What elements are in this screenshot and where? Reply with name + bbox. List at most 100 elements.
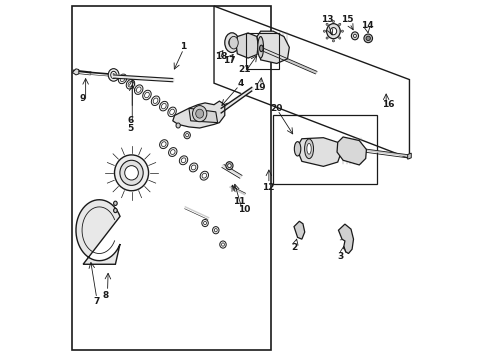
Bar [273, 116, 376, 184]
Text: 7: 7 [93, 297, 100, 306]
Text: 19: 19 [252, 83, 264, 92]
Ellipse shape [126, 80, 134, 89]
Polygon shape [72, 69, 79, 75]
Text: 16: 16 [381, 100, 393, 109]
Text: 20: 20 [269, 104, 282, 113]
Ellipse shape [189, 163, 197, 172]
Ellipse shape [195, 109, 203, 118]
Text: 3: 3 [337, 252, 343, 261]
Ellipse shape [229, 36, 238, 49]
Text: 18: 18 [215, 52, 227, 61]
Ellipse shape [161, 142, 166, 147]
Polygon shape [407, 153, 410, 159]
Ellipse shape [202, 220, 208, 226]
Ellipse shape [259, 45, 263, 51]
Ellipse shape [167, 107, 176, 117]
Ellipse shape [221, 243, 224, 246]
Bar [72, 6, 271, 350]
Polygon shape [172, 101, 224, 128]
Polygon shape [336, 137, 366, 165]
Ellipse shape [214, 229, 217, 232]
Ellipse shape [151, 96, 160, 105]
Ellipse shape [142, 90, 151, 100]
Ellipse shape [185, 134, 188, 137]
Text: 13: 13 [320, 15, 332, 24]
Ellipse shape [169, 109, 174, 114]
Ellipse shape [108, 69, 119, 81]
Text: 8: 8 [102, 291, 109, 300]
Circle shape [323, 30, 325, 32]
Ellipse shape [124, 166, 138, 180]
Circle shape [363, 34, 372, 42]
Polygon shape [76, 200, 120, 264]
Text: 4: 4 [237, 79, 244, 88]
Text: 6: 6 [127, 116, 134, 125]
Ellipse shape [136, 87, 141, 92]
Ellipse shape [118, 74, 126, 84]
Ellipse shape [304, 139, 313, 159]
Ellipse shape [191, 165, 196, 170]
Ellipse shape [170, 150, 175, 154]
Ellipse shape [227, 164, 231, 168]
Ellipse shape [113, 201, 117, 206]
Text: 21: 21 [238, 65, 250, 74]
Ellipse shape [128, 82, 133, 87]
Text: 9: 9 [80, 94, 86, 103]
Circle shape [325, 37, 327, 39]
Ellipse shape [113, 208, 117, 213]
Text: 1: 1 [180, 42, 186, 51]
Ellipse shape [112, 74, 115, 76]
Polygon shape [293, 221, 304, 239]
Ellipse shape [326, 24, 340, 39]
Polygon shape [296, 138, 341, 166]
Ellipse shape [159, 102, 168, 111]
Ellipse shape [212, 226, 219, 234]
Ellipse shape [134, 85, 142, 94]
Ellipse shape [153, 98, 158, 103]
Ellipse shape [183, 132, 190, 139]
Bar [246, 33, 278, 69]
Ellipse shape [203, 221, 206, 225]
Ellipse shape [353, 34, 356, 37]
Ellipse shape [179, 156, 187, 165]
Circle shape [332, 40, 334, 42]
Ellipse shape [120, 76, 124, 82]
Ellipse shape [351, 32, 358, 40]
Circle shape [341, 30, 343, 32]
Circle shape [338, 23, 340, 26]
Ellipse shape [144, 92, 149, 98]
Ellipse shape [225, 162, 233, 170]
Text: 10: 10 [238, 205, 250, 214]
Ellipse shape [110, 71, 116, 78]
Circle shape [332, 21, 334, 23]
Text: 15: 15 [341, 15, 353, 24]
Text: 2: 2 [291, 243, 297, 252]
Ellipse shape [176, 123, 180, 128]
Polygon shape [188, 108, 217, 123]
Ellipse shape [114, 155, 148, 191]
Circle shape [338, 37, 340, 39]
Ellipse shape [161, 103, 166, 109]
Polygon shape [236, 33, 258, 58]
Ellipse shape [200, 171, 208, 180]
Ellipse shape [202, 173, 206, 178]
Ellipse shape [294, 141, 300, 156]
Ellipse shape [257, 37, 263, 58]
Ellipse shape [219, 241, 226, 248]
Ellipse shape [224, 33, 239, 53]
Circle shape [325, 23, 327, 26]
Text: 12: 12 [261, 183, 273, 192]
Circle shape [366, 36, 369, 41]
Text: 11: 11 [232, 197, 245, 206]
Text: 17: 17 [223, 56, 235, 65]
Ellipse shape [192, 105, 206, 122]
Ellipse shape [159, 140, 168, 149]
Polygon shape [257, 31, 289, 63]
Ellipse shape [168, 148, 177, 157]
Ellipse shape [306, 143, 310, 154]
Text: 5: 5 [127, 123, 134, 132]
Ellipse shape [329, 28, 336, 35]
Text: 14: 14 [361, 21, 373, 30]
Polygon shape [338, 224, 353, 253]
Ellipse shape [181, 158, 185, 163]
